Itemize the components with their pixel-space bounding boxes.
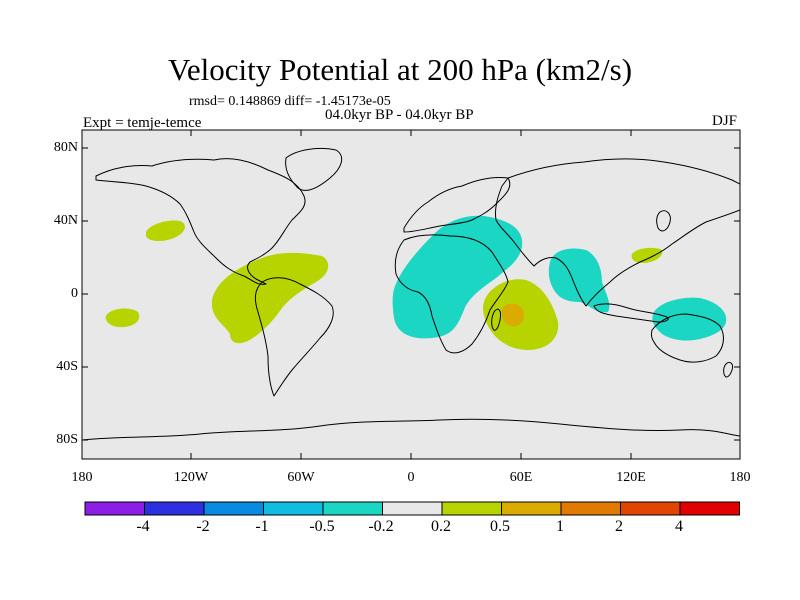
australia-negative — [652, 297, 727, 341]
colorbar-label-3: -1 — [255, 518, 269, 535]
australia-coastline — [650, 313, 724, 363]
lon-label-180-right: 180 — [729, 470, 751, 485]
experiment-label: Expt = temje-temce — [83, 115, 202, 131]
colorbar-box-9 — [560, 501, 621, 516]
lat-label-40s: 40S — [56, 359, 78, 374]
lat-label-40n: 40N — [53, 213, 78, 228]
south-america-coastline — [254, 277, 334, 397]
lon-label-60w: 60W — [287, 470, 315, 485]
lon-label-120w: 120W — [173, 470, 209, 485]
colorbar-box-7 — [441, 501, 502, 516]
colorbar-label-4: -0.5 — [309, 518, 335, 535]
colorbar-label-10: 4 — [675, 518, 683, 535]
colorbar-box-1 — [84, 501, 145, 516]
colorbar-label-2: -2 — [196, 518, 210, 535]
colorbar-box-11 — [679, 501, 740, 516]
antarctica-coastline — [82, 418, 740, 441]
asia-coastline — [495, 158, 740, 307]
africa-middle-east-negative — [392, 215, 523, 339]
new-zealand-coastline — [723, 361, 733, 378]
period-line: 04.0kyr BP - 04.0kyr BP — [325, 107, 474, 123]
coastlines — [82, 147, 740, 441]
north-america-coastline — [95, 158, 306, 285]
indonesia-coastline — [593, 303, 669, 323]
japan-coastline — [656, 210, 671, 232]
south-pacific-positive — [105, 308, 140, 328]
tropical-americas-positive — [211, 252, 329, 344]
africa-coastline — [394, 234, 509, 354]
colorbar-label-1: -4 — [136, 518, 150, 535]
colorbar-box-5 — [322, 501, 383, 516]
colorbar-box-2 — [144, 501, 205, 516]
colorbar-label-9: 2 — [615, 518, 623, 535]
colorbar-box-10 — [620, 501, 681, 516]
axis-ticks — [82, 130, 740, 459]
colorbar-box-8 — [501, 501, 562, 516]
season-label: DJF — [712, 113, 738, 129]
philippines-positive — [631, 247, 663, 263]
lat-label-80n: 80N — [53, 140, 78, 155]
map-title: Velocity Potential at 200 hPa (km2/s) — [167, 52, 633, 87]
madagascar-coastline — [491, 308, 501, 331]
lon-label-120e: 120E — [616, 470, 646, 485]
colorbar-box-3 — [203, 501, 264, 516]
stats-line: rmsd= 0.148869 diff= -1.45173e-05 — [189, 94, 391, 109]
colorbar-label-7: 0.5 — [490, 518, 510, 535]
greenland-coastline — [285, 147, 343, 191]
madagascar-core-positive — [501, 303, 524, 327]
colorbar-label-6: 0.2 — [431, 518, 451, 535]
colorbar-label-5: -0.2 — [368, 518, 394, 535]
europe-coastline — [403, 177, 511, 233]
lat-label-80s: 80S — [56, 432, 78, 447]
lat-label-0: 0 — [71, 286, 78, 301]
lon-label-180-left: 180 — [71, 470, 93, 485]
colorbar-box-4 — [263, 501, 324, 516]
lon-label-60e: 60E — [509, 470, 533, 485]
lon-label-0: 0 — [407, 470, 415, 485]
colorbar-box-6 — [382, 501, 443, 516]
north-pacific-positive — [146, 220, 185, 242]
colorbar-label-8: 1 — [556, 518, 564, 535]
